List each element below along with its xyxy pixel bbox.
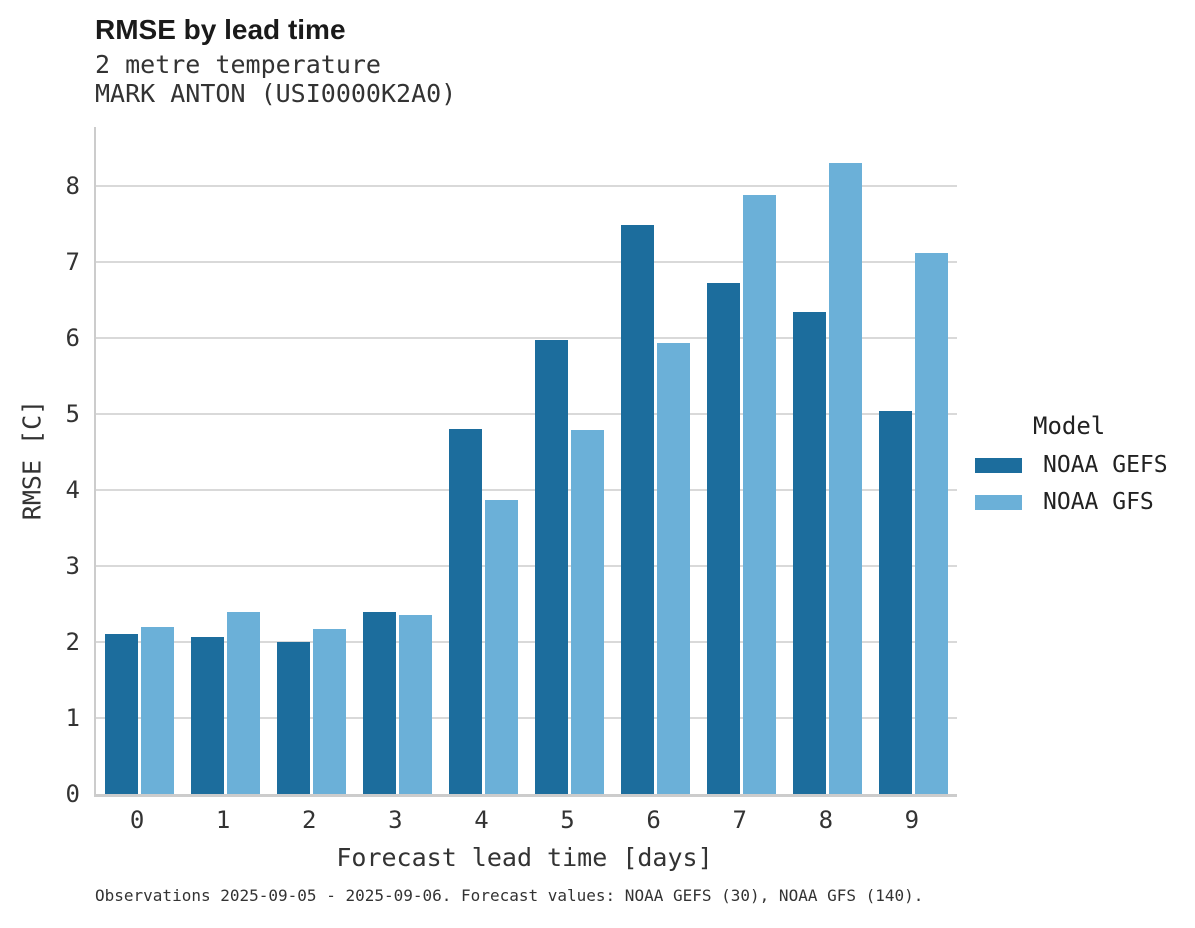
bar-noaa-gfs-lead-4 [484, 500, 518, 794]
bar-noaa-gfs-lead-5 [571, 429, 605, 794]
y-tick-label-4: 4 [65, 475, 80, 504]
x-tick-label-1: 1 [215, 806, 231, 834]
x-tick-label-8: 8 [818, 806, 834, 834]
gridline-y-3 [96, 564, 957, 567]
x-tick-label-4: 4 [474, 806, 489, 834]
legend-item-noaa-gfs: NOAA GFS [975, 489, 1190, 515]
bar-noaa-gfs-lead-7 [743, 195, 777, 794]
x-tick-label-2: 2 [302, 806, 317, 834]
y-tick-label-1: 1 [65, 703, 80, 732]
bar-noaa-gfs-lead-6 [657, 343, 691, 794]
x-tick-label-0: 0 [129, 806, 145, 834]
bar-noaa-gefs-lead-4 [448, 428, 482, 794]
x-tick-label-3: 3 [388, 806, 403, 834]
bar-noaa-gfs-lead-0 [140, 627, 174, 794]
gridline-y-1 [96, 716, 957, 719]
y-tick-label-2: 2 [65, 627, 80, 656]
bar-noaa-gefs-lead-9 [879, 410, 913, 794]
bar-noaa-gefs-lead-5 [535, 339, 569, 794]
legend: Model NOAA GEFS NOAA GFS [975, 412, 1190, 515]
bar-groups [96, 127, 957, 794]
legend-swatch-icon [975, 457, 1022, 473]
bar-noaa-gefs-lead-1 [190, 637, 224, 794]
legend-title: Model [1033, 412, 1106, 440]
bar-noaa-gefs-lead-8 [793, 311, 827, 794]
bar-noaa-gfs-lead-2 [312, 628, 346, 794]
y-tick-label-6: 6 [65, 323, 80, 352]
bar-group-lead-4 [440, 127, 526, 794]
gridline-y-8 [96, 184, 957, 187]
gridline-y-4 [96, 488, 957, 491]
bar-noaa-gfs-lead-8 [829, 162, 863, 794]
legend-swatch-icon [975, 494, 1022, 510]
y-tick-label-3: 3 [65, 551, 80, 580]
chart-subtitle-station: MARK ANTON (USI0000K2A0) [95, 79, 457, 108]
bar-group-lead-9 [871, 127, 957, 794]
bar-group-lead-1 [182, 127, 268, 794]
bar-group-lead-7 [699, 127, 785, 794]
bar-group-lead-5 [526, 127, 612, 794]
bar-noaa-gefs-lead-0 [104, 633, 138, 794]
gridline-y-5 [96, 412, 957, 415]
x-axis-title: Forecast lead time [days] [336, 843, 713, 872]
bar-group-lead-8 [785, 127, 871, 794]
bar-noaa-gefs-lead-2 [276, 641, 310, 794]
legend-items: NOAA GEFS NOAA GFS [975, 452, 1190, 515]
bar-noaa-gefs-lead-3 [362, 612, 396, 794]
x-tick-label-7: 7 [732, 806, 747, 834]
x-tick-label-6: 6 [646, 806, 661, 834]
y-tick-label-7: 7 [65, 247, 80, 276]
gridline-y-7 [96, 260, 957, 263]
bar-noaa-gefs-lead-6 [621, 225, 655, 794]
gridline-y-6 [96, 336, 957, 339]
gridline-y-2 [96, 640, 957, 643]
y-axis-tick-labels: 0 1 2 3 4 5 6 7 8 [20, 127, 80, 808]
chart-subtitle-variable: 2 metre temperature [95, 50, 381, 79]
caption: Observations 2025-09-05 - 2025-09-06. Fo… [95, 886, 924, 905]
chart-title: RMSE by lead time [95, 14, 346, 45]
bar-noaa-gefs-lead-7 [707, 282, 741, 794]
bar-noaa-gfs-lead-9 [915, 252, 949, 794]
legend-item-noaa-gefs: NOAA GEFS [975, 452, 1190, 478]
y-tick-label-5: 5 [65, 399, 80, 428]
x-tick-label-9: 9 [904, 806, 920, 834]
bar-group-lead-2 [268, 127, 354, 794]
legend-label: NOAA GFS [1043, 489, 1154, 515]
y-tick-label-8: 8 [65, 171, 80, 200]
x-tick-label-5: 5 [560, 806, 575, 834]
bar-group-lead-6 [613, 127, 699, 794]
bar-group-lead-0 [96, 127, 182, 794]
x-axis-tick-labels: 0 1 2 3 4 5 6 7 8 9 [94, 806, 955, 834]
bar-noaa-gfs-lead-1 [226, 612, 260, 794]
plot-area [94, 127, 957, 797]
bar-noaa-gfs-lead-3 [398, 614, 432, 794]
bar-group-lead-3 [354, 127, 440, 794]
y-tick-label-0: 0 [65, 780, 80, 808]
legend-label: NOAA GEFS [1043, 452, 1168, 478]
